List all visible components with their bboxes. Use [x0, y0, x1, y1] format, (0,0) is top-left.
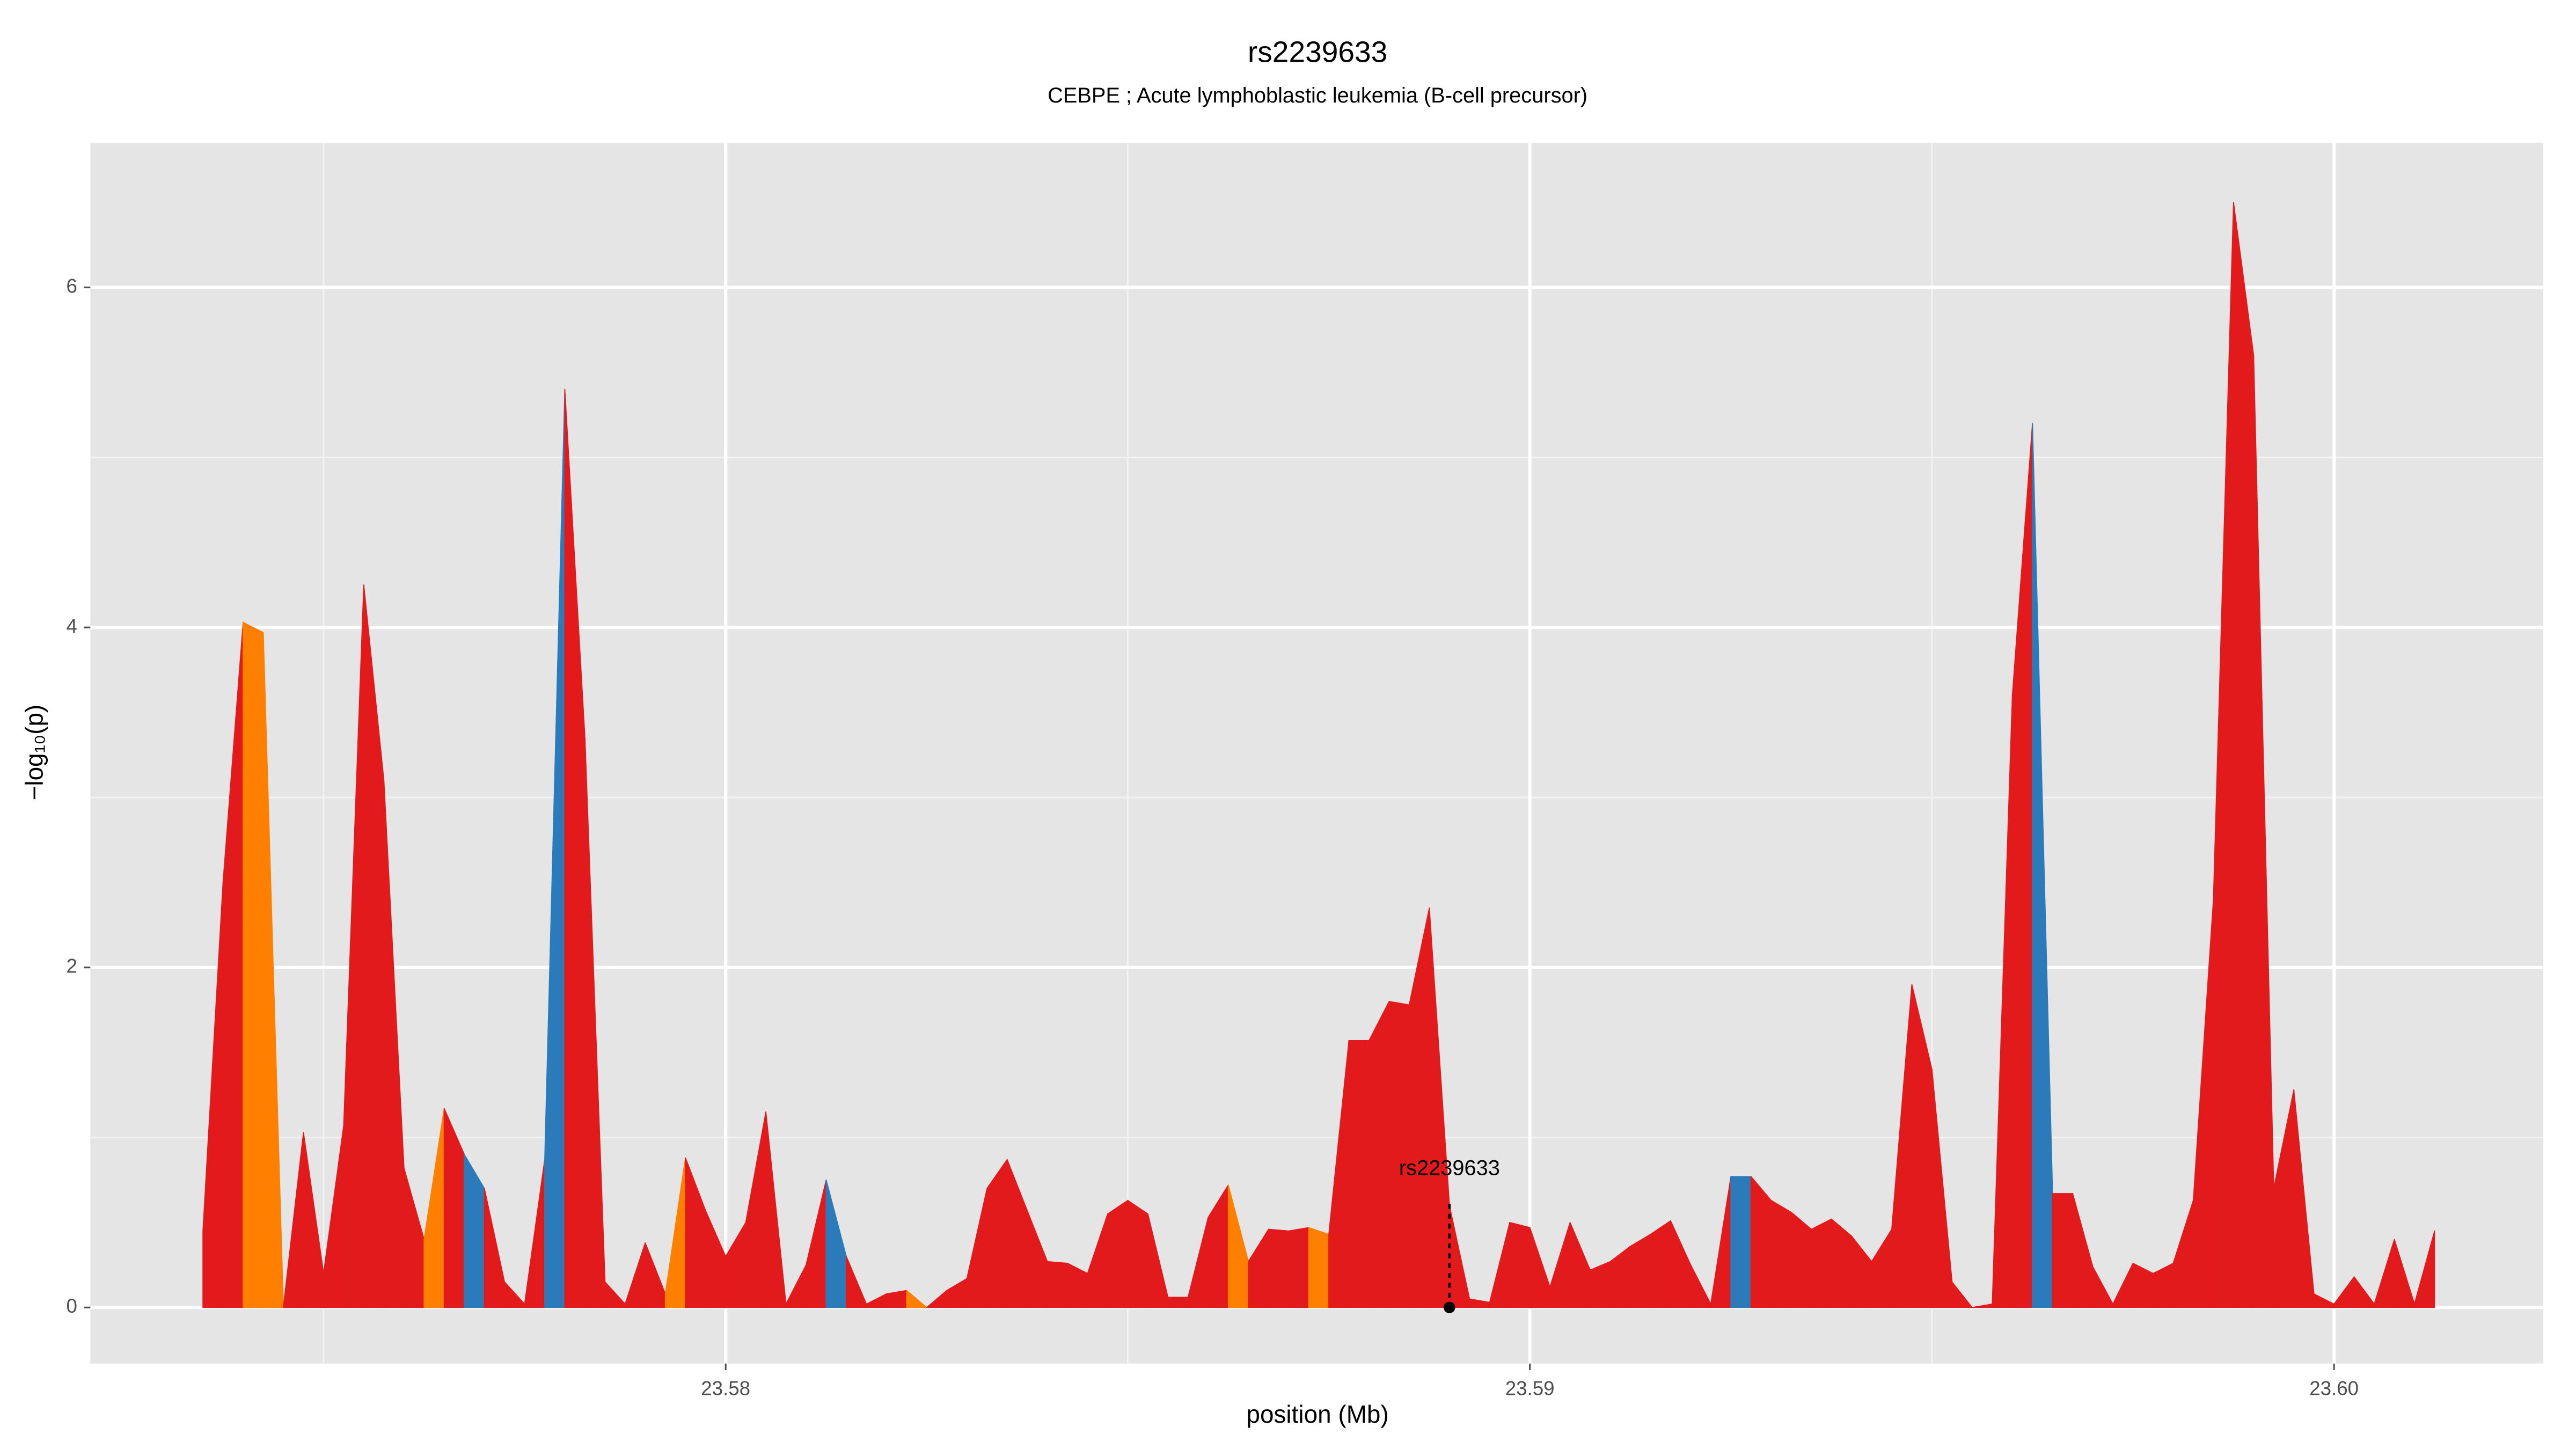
area-segment: [1811, 1218, 1832, 1308]
area-segment: [1630, 1234, 1651, 1308]
x-tick-label: 23.60: [2309, 1377, 2359, 1399]
y-tick-label: 6: [66, 275, 77, 297]
area-segment: [2414, 1230, 2435, 1308]
area-segment: [1107, 1199, 1129, 1308]
area-segment: [1509, 1221, 1531, 1308]
area-segment: [885, 1290, 908, 1308]
x-tick-label: 23.58: [701, 1377, 750, 1399]
y-axis-label: −log₁₀(p): [20, 705, 48, 801]
area-segment: [1650, 1220, 1671, 1308]
plot-panel: [90, 143, 2543, 1364]
area-segment: [1770, 1199, 1792, 1308]
area-segment: [906, 1290, 927, 1308]
area-segment: [2233, 202, 2255, 1308]
y-tick-label: 0: [66, 1295, 77, 1317]
x-axis-label: position (Mb): [1246, 1400, 1388, 1428]
x-tick-label: 23.59: [1505, 1377, 1555, 1399]
area-segment: [1951, 1281, 1973, 1308]
area-segment: [1388, 1001, 1410, 1308]
area-segment: [1590, 1261, 1611, 1308]
y-tick-label: 4: [66, 615, 77, 637]
area-segment: [1308, 1227, 1329, 1308]
area-segment: [262, 632, 284, 1308]
area-segment: [2052, 1193, 2074, 1308]
area-segment: [1348, 1040, 1370, 1308]
area-segment: [1268, 1228, 1290, 1308]
chart-subtitle: CEBPE ; Acute lymphoblastic leukemia (B-…: [1048, 84, 1587, 107]
area-segment: [243, 621, 264, 1308]
annotation-point: [1444, 1301, 1455, 1313]
chart-title: rs2239633: [1248, 35, 1387, 69]
area-segment: [1750, 1176, 1772, 1308]
area-segment: [1046, 1261, 1068, 1308]
area-segment: [1730, 1176, 1752, 1308]
area-segment: [1127, 1199, 1148, 1308]
area-segment: [1790, 1211, 1812, 1308]
area-segment: [1368, 1001, 1390, 1308]
y-tick-label: 2: [66, 955, 77, 977]
area-segment: [1167, 1297, 1189, 1308]
area-segment: [1288, 1227, 1309, 1308]
annotation-label: rs2239633: [1399, 1157, 1500, 1180]
